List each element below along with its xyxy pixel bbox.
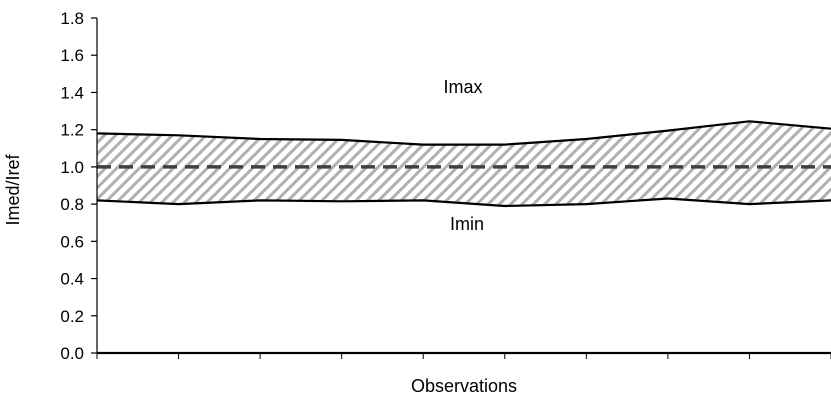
imin-label: Imin <box>450 214 484 234</box>
series-line-imin <box>96 197 831 208</box>
y-tick-label: 1.0 <box>60 158 84 177</box>
y-tick-label: 0.0 <box>60 344 84 363</box>
y-axis-title: Imed/Iref <box>3 153 23 225</box>
x-axis-title: Observations <box>411 376 517 396</box>
imax-label: Imax <box>443 77 482 97</box>
axes: 0.0 0.2 0.4 0.6 0.8 1.0 1.2 1.4 1.6 1.8 <box>60 9 831 363</box>
band-area <box>97 121 831 206</box>
y-tick-label: 1.2 <box>60 121 84 140</box>
y-tick-label: 1.6 <box>60 46 84 65</box>
y-tick-label: 0.2 <box>60 307 84 326</box>
y-tick-label: 0.4 <box>60 270 84 289</box>
y-tick-label: 1.4 <box>60 83 84 102</box>
plot-area <box>96 120 831 208</box>
series-line-imax <box>96 120 831 146</box>
y-tick-label: 0.6 <box>60 232 84 251</box>
y-tick-label: 0.8 <box>60 195 84 214</box>
y-tick-label: 1.8 <box>60 9 84 28</box>
